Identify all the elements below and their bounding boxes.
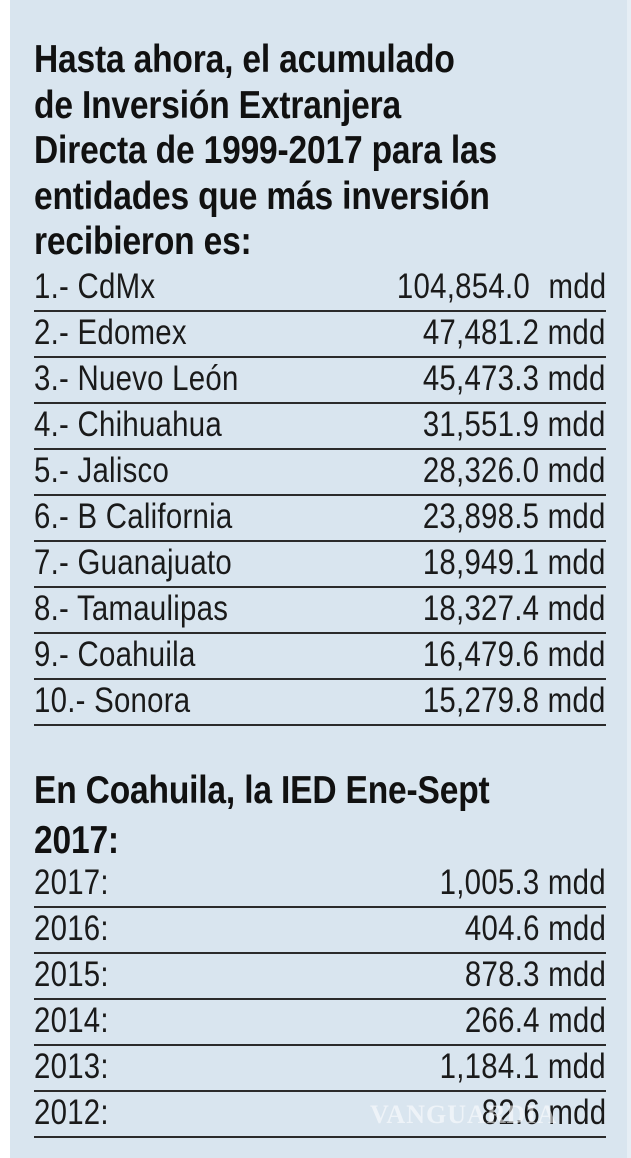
state-value: 28,326.0 mdd (423, 451, 606, 490)
state-value: 18,327.4 mdd (423, 589, 606, 628)
infographic-panel (10, 0, 627, 1158)
state-label: 8.- Tamaulipas (34, 589, 229, 628)
table-row: 3.- Nuevo León 45,473.3 mdd (34, 358, 606, 404)
title-line: Hasta ahora, el acumulado (34, 38, 455, 81)
state-label: 1.- CdMx (34, 267, 156, 306)
state-value: 31,551.9 mdd (423, 405, 606, 444)
state-label: 6.- B California (34, 497, 233, 536)
section-title-coahuila: En Coahuila, la IED Ene-Sept 2017: (34, 768, 606, 863)
year-label: 2016: (34, 909, 109, 948)
table-row: 1.- CdMx 104,854.0 mdd (34, 266, 606, 312)
state-value: 45,473.3 mdd (423, 359, 606, 398)
state-label: 10.- Sonora (34, 681, 191, 720)
table-row: 6.- B California 23,898.5 mdd (34, 496, 606, 542)
title-line: Directa de 1999-2017 para las (34, 129, 498, 172)
state-value: 18,949.1 mdd (423, 543, 606, 582)
state-label: 2.- Edomex (34, 313, 187, 352)
panel-edge (627, 0, 631, 1158)
table-row: 2016: 404.6 mdd (34, 908, 606, 954)
state-value: 104,854.0 mdd (396, 267, 606, 306)
year-label: 2014: (34, 1001, 109, 1040)
section-title-top-states: Hasta ahora, el acumulado de Inversión E… (34, 37, 606, 265)
title-line: entidades que más inversión (34, 174, 490, 218)
title-line: recibieron es: (34, 220, 252, 263)
year-value: 878.3 mdd (464, 955, 606, 994)
table-row: 9.- Coahuila 16,479.6 mdd (34, 634, 606, 680)
table-row: 10.- Sonora 15,279.8 mdd (34, 680, 606, 726)
year-label: 2017: (34, 863, 109, 902)
state-label: 7.- Guanajuato (34, 543, 233, 582)
state-label: 3.- Nuevo León (34, 359, 239, 398)
state-value: 23,898.5 mdd (423, 497, 606, 536)
title-line: de Inversión Extranjera (34, 83, 402, 127)
title-line: 2017: (34, 818, 119, 862)
table-row: 2014: 266.4 mdd (34, 1000, 606, 1046)
state-label: 5.- Jalisco (34, 451, 170, 490)
table-row: 5.- Jalisco 28,326.0 mdd (34, 450, 606, 496)
year-label: 2015: (34, 955, 109, 994)
year-value: 266.4 mdd (464, 1001, 606, 1040)
title-line: En Coahuila, la IED Ene-Sept (34, 769, 490, 812)
year-label: 2013: (34, 1047, 109, 1086)
table-row: 4.- Chihuahua 31,551.9 mdd (34, 404, 606, 450)
year-value: 404.6 mdd (464, 909, 606, 948)
year-value: 82.6 mdd (481, 1093, 606, 1132)
section-top-states: Hasta ahora, el acumulado de Inversión E… (34, 37, 606, 265)
table-row: 2013: 1,184.1 mdd (34, 1046, 606, 1092)
year-value: 1,184.1 mdd (439, 1047, 606, 1086)
state-value: 16,479.6 mdd (423, 635, 606, 674)
table-row: 7.- Guanajuato 18,949.1 mdd (34, 542, 606, 588)
year-value: 1,005.3 mdd (439, 863, 606, 902)
section-coahuila: En Coahuila, la IED Ene-Sept 2017: (34, 768, 606, 863)
state-label: 4.- Chihuahua (34, 405, 222, 444)
table-row: 2015: 878.3 mdd (34, 954, 606, 1000)
state-value: 15,279.8 mdd (423, 681, 606, 720)
state-label: 9.- Coahuila (34, 635, 196, 674)
table-row: 8.- Tamaulipas 18,327.4 mdd (34, 588, 606, 634)
year-label: 2012: (34, 1093, 109, 1132)
state-value: 47,481.2 mdd (423, 313, 606, 352)
table-row: 2.- Edomex 47,481.2 mdd (34, 312, 606, 358)
table-row: 2012: 82.6 mdd (34, 1092, 606, 1138)
table-row: 2017: 1,005.3 mdd (34, 862, 606, 908)
